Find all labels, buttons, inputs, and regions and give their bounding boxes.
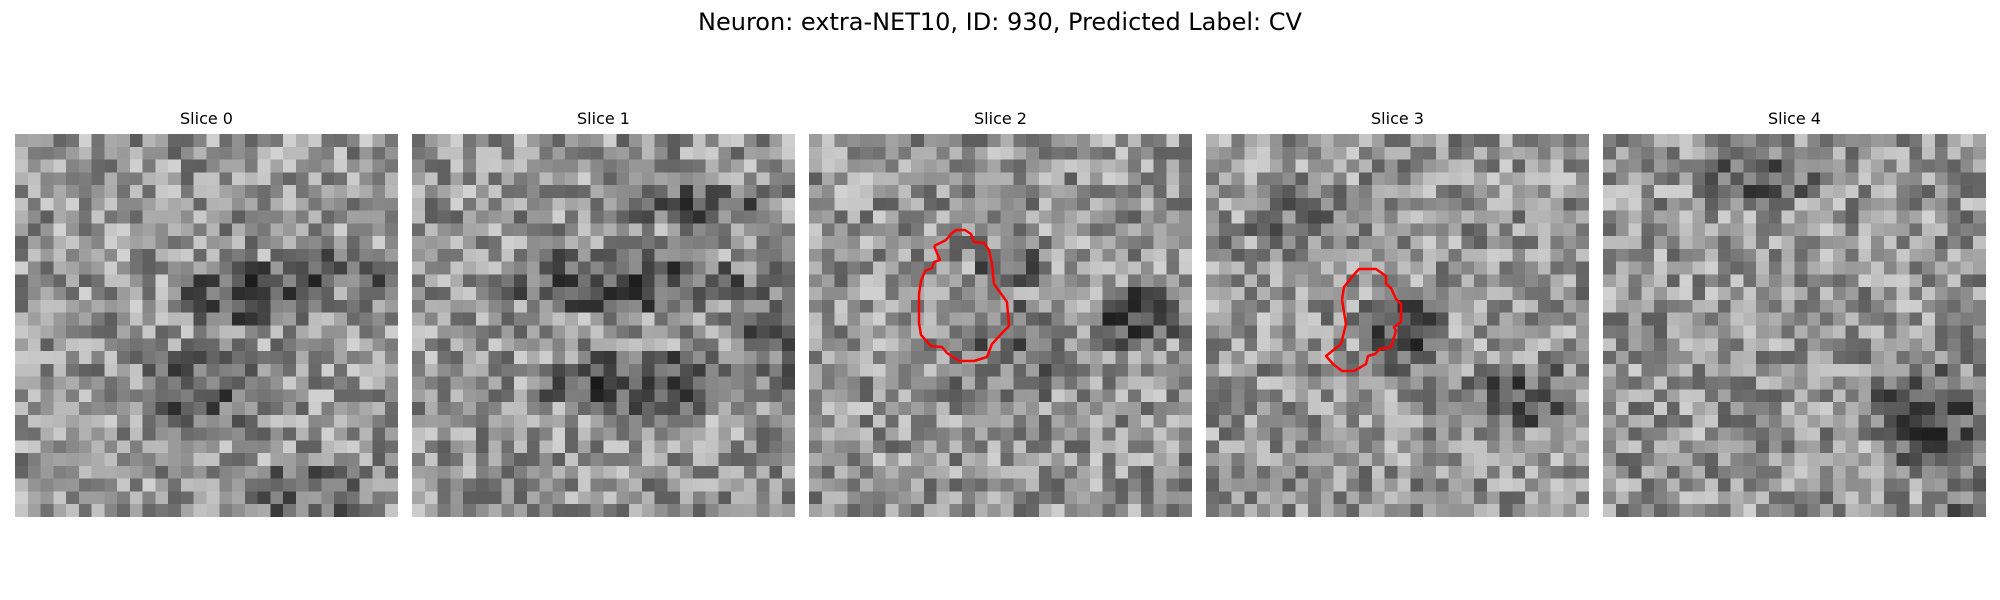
- slice-title: Slice 4: [1768, 109, 1821, 128]
- slice-panel-0: Slice 0: [15, 108, 398, 517]
- slice-image: [15, 134, 398, 517]
- slice-image: [412, 134, 795, 517]
- slice-panel-1: Slice 1: [412, 108, 795, 517]
- slice-panel-4: Slice 4: [1603, 108, 1986, 517]
- slice-title: Slice 3: [1371, 109, 1424, 128]
- slice-panel-2: Slice 2: [809, 108, 1192, 517]
- slice-image: [809, 134, 1192, 517]
- slice-title: Slice 0: [180, 109, 233, 128]
- slice-title: Slice 1: [577, 109, 630, 128]
- figure-title: Neuron: extra-NET10, ID: 930, Predicted …: [698, 8, 1302, 36]
- slice-panel-3: Slice 3: [1206, 108, 1589, 517]
- slice-image: [1206, 134, 1589, 517]
- slice-image: [1603, 134, 1986, 517]
- slice-title: Slice 2: [974, 109, 1027, 128]
